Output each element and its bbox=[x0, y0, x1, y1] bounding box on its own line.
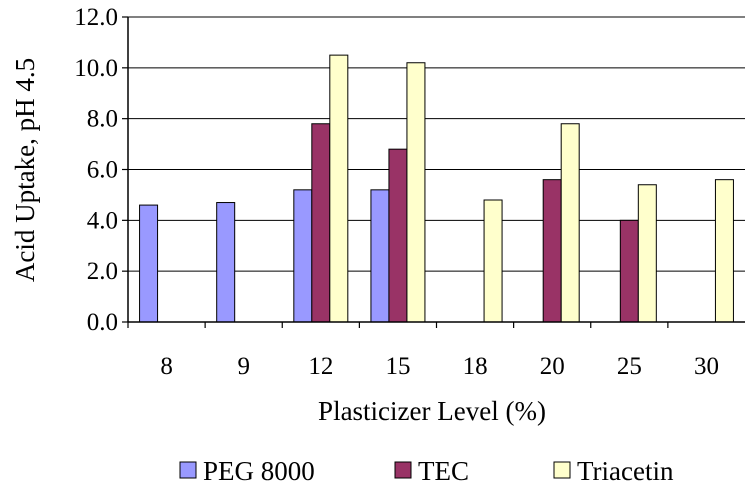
legend-label: PEG 8000 bbox=[203, 456, 315, 486]
y-tick-label: 10.0 bbox=[74, 55, 118, 82]
bar bbox=[483, 199, 503, 323]
y-axis-title: Acid Uptake, pH 4.5 bbox=[10, 58, 40, 282]
y-tick-label: 4.0 bbox=[87, 207, 118, 234]
x-tick-label: 25 bbox=[617, 353, 642, 380]
bar bbox=[560, 123, 580, 323]
bar bbox=[619, 219, 639, 323]
y-tick-label: 12.0 bbox=[74, 4, 118, 31]
y-tick-label: 8.0 bbox=[87, 106, 118, 133]
x-tick-labels: 8 9 12 15 18 20 25 30 bbox=[127, 322, 719, 380]
bar bbox=[370, 189, 390, 323]
bar bbox=[329, 54, 349, 323]
bar bbox=[542, 179, 562, 323]
bar bbox=[637, 184, 657, 323]
x-tick-label: 9 bbox=[237, 353, 250, 380]
legend-label: TEC bbox=[418, 456, 469, 486]
bar bbox=[388, 148, 408, 323]
legend-swatch bbox=[553, 461, 571, 479]
x-tick-label: 8 bbox=[160, 353, 173, 380]
x-tick-label: 15 bbox=[385, 353, 410, 380]
bar bbox=[293, 189, 313, 323]
x-tick-label: 20 bbox=[540, 353, 565, 380]
bar bbox=[216, 202, 236, 323]
bar bbox=[714, 179, 734, 323]
bar bbox=[311, 123, 331, 323]
legend: PEG 8000 TEC Triacetin bbox=[179, 456, 674, 486]
x-axis-title: Plasticizer Level (%) bbox=[318, 396, 546, 426]
y-tick-label: 6.0 bbox=[87, 157, 118, 184]
y-tick-labels: 0.0 2.0 4.0 6.0 8.0 10.0 12.0 bbox=[74, 4, 128, 336]
bar bbox=[406, 62, 426, 323]
legend-swatch bbox=[179, 461, 197, 479]
x-tick-label: 12 bbox=[308, 353, 333, 380]
legend-label: Triacetin bbox=[577, 456, 674, 486]
x-tick-label: 18 bbox=[463, 353, 488, 380]
bar bbox=[139, 204, 159, 323]
bars bbox=[139, 54, 734, 323]
legend-swatch bbox=[394, 461, 412, 479]
y-tick-label: 0.0 bbox=[87, 309, 118, 336]
y-tick-label: 2.0 bbox=[87, 258, 118, 285]
x-tick-label: 30 bbox=[694, 353, 719, 380]
